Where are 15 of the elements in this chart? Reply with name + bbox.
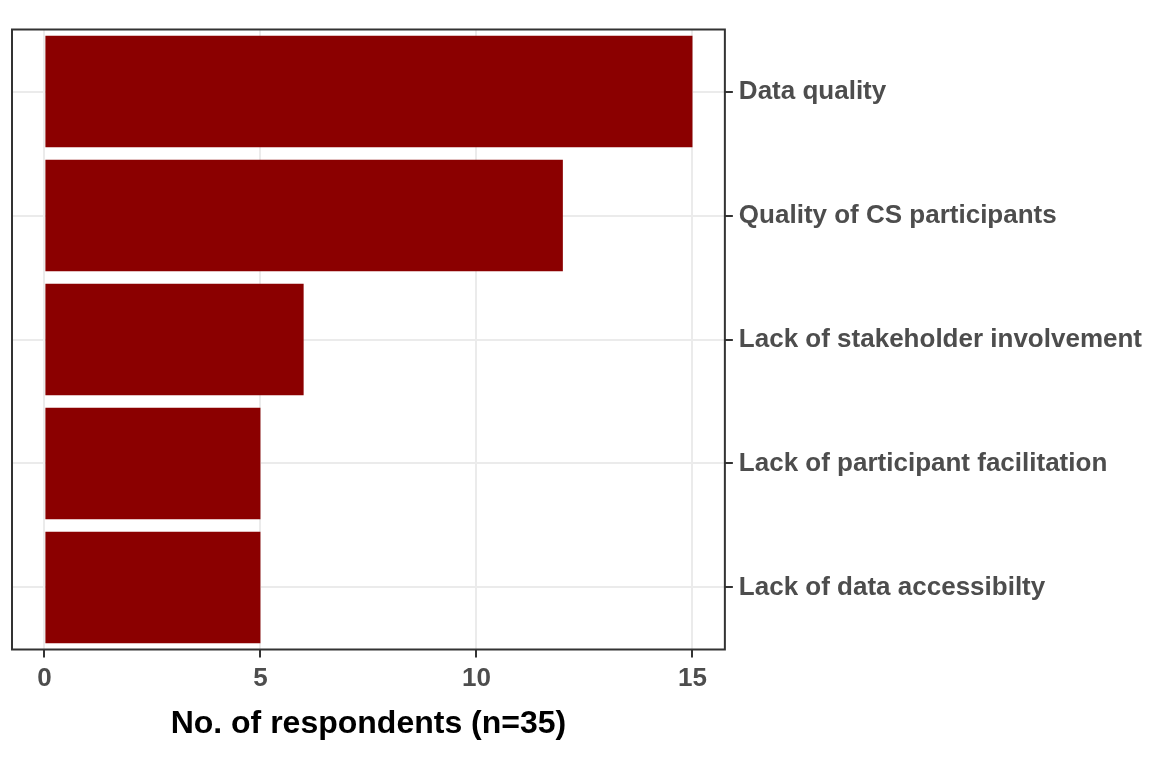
- bar: [45, 35, 693, 148]
- bar: [45, 407, 261, 520]
- x-tick-label: 5: [253, 662, 268, 693]
- y-tick-label: Lack of participant facilitation: [738, 446, 1108, 477]
- y-tick-label: Quality of CS participants: [738, 198, 1057, 229]
- x-axis-title: No. of respondents (n=35): [170, 703, 567, 740]
- y-tick-label: Data quality: [738, 74, 887, 105]
- y-tick-label: Lack of data accessibilty: [738, 570, 1046, 601]
- x-tick-label: 0: [37, 662, 52, 693]
- bar: [45, 159, 563, 272]
- bar: [45, 531, 261, 644]
- x-tick-label: 10: [461, 662, 491, 693]
- x-tick-label: 15: [678, 662, 707, 693]
- bar: [45, 283, 304, 396]
- y-tick-label: Lack of stakeholder involvement: [738, 322, 1143, 353]
